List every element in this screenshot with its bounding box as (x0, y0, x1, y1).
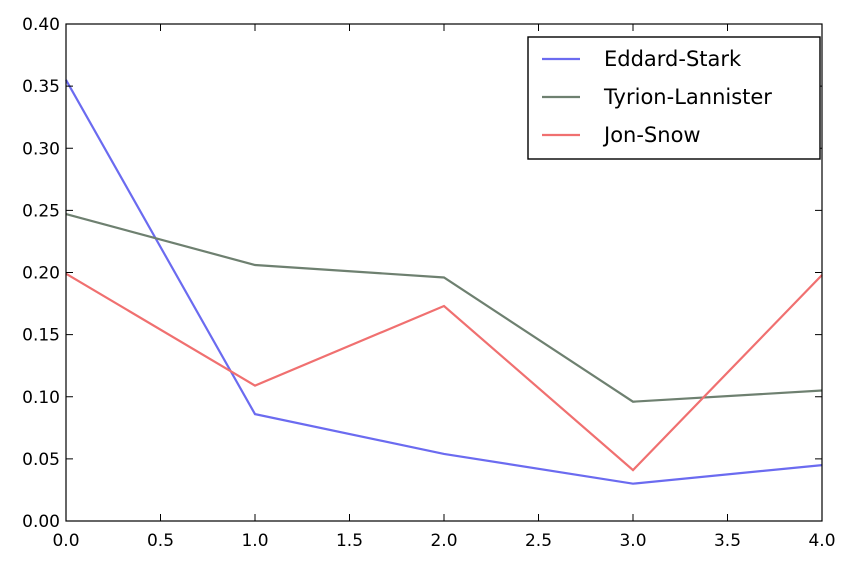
y-tick-label: 0.10 (22, 388, 60, 408)
series-line-jon-snow (65, 272, 823, 472)
series-line-eddard-stark (65, 79, 823, 485)
y-tick-label: 0.25 (22, 201, 60, 221)
tick-layer: 0.0 0.5 1.0 1.5 2.0 2.5 3.0 3.5 4.0 0.00 0.05 0.10 0… (22, 15, 835, 551)
x-tick-label: 0.0 (52, 531, 79, 551)
y-tick-label: 0.35 (22, 77, 60, 97)
x-tick-label: 2.0 (430, 531, 457, 551)
legend: Eddard-Stark Tyrion-Lannister Jon-Snow (527, 36, 821, 160)
legend-label-tyrion-lannister: Tyrion-Lannister (603, 85, 772, 109)
legend-label-eddard-stark: Eddard-Stark (604, 47, 742, 71)
x-tick-label: 2.5 (525, 531, 552, 551)
y-tick-label: 0.30 (22, 139, 60, 159)
x-tick-label: 1.5 (336, 531, 363, 551)
x-tick-label: 1.0 (241, 531, 268, 551)
y-tick-label: 0.00 (22, 512, 60, 532)
y-tick-label: 0.20 (22, 264, 60, 284)
y-tick-label: 0.05 (22, 450, 60, 470)
x-tick-label: 4.0 (808, 531, 835, 551)
series-line-tyrion-lannister (65, 213, 823, 403)
series-layer (65, 79, 823, 485)
plot-frame (65, 23, 823, 522)
x-tick-label: 3.0 (619, 531, 646, 551)
x-tick-label: 3.5 (714, 531, 741, 551)
y-tick-label: 0.15 (22, 326, 60, 346)
y-tick-label: 0.40 (22, 15, 60, 35)
legend-label-jon-snow: Jon-Snow (602, 123, 701, 147)
x-tick-label: 0.5 (147, 531, 174, 551)
